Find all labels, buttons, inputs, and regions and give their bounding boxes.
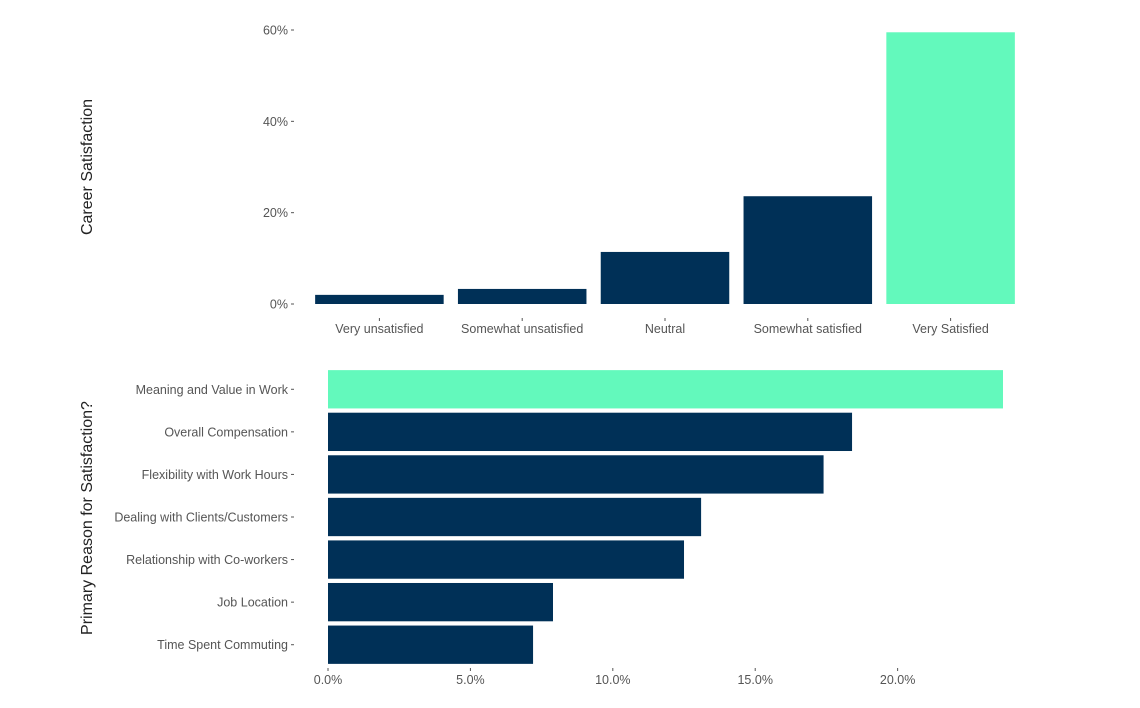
- bottom-y-tick-label: Flexibility with Work Hours: [142, 468, 288, 482]
- bottom-x-tick-label: 5.0%: [456, 673, 485, 687]
- top-y-axis-label: Career Satisfaction: [79, 99, 96, 235]
- bar-very-unsatisfied: [315, 294, 444, 304]
- bottom-x-tick-label: 0.0%: [314, 673, 343, 687]
- top-y-axis: 0% 20% 40% 60%: [263, 24, 294, 312]
- bottom-x-tick-label: 20.0%: [880, 673, 915, 687]
- bar-somewhat-unsatisfied: [457, 288, 587, 304]
- top-x-axis: Very unsatisfied Somewhat unsatisfied Neut…: [335, 318, 989, 336]
- top-y-tick-label: 20%: [263, 206, 288, 220]
- bottom-y-tick-label: Time Spent Commuting: [157, 638, 288, 652]
- bottom-y-tick-label: Job Location: [217, 596, 288, 610]
- bottom-x-axis: 0.0% 5.0% 10.0% 15.0% 20.0%: [314, 668, 915, 687]
- top-bars: [315, 32, 1015, 305]
- bar-meaning-and-value-in-work: [328, 370, 1003, 409]
- bottom-bars: [328, 370, 1003, 664]
- bottom-y-tick-label: Meaning and Value in Work: [136, 383, 289, 397]
- top-x-tick-label: Very unsatisfied: [335, 322, 423, 336]
- top-x-tick-label: Very Satisfied: [912, 322, 988, 336]
- bar-relationship-with-co-workers: [328, 540, 685, 579]
- top-x-tick-label: Neutral: [645, 322, 685, 336]
- bar-dealing-with-clients-customers: [328, 497, 702, 537]
- top-y-tick-label: 40%: [263, 115, 288, 129]
- top-y-tick-label: 60%: [263, 24, 288, 38]
- top-y-tick-label: 0%: [270, 298, 288, 312]
- career-satisfaction-panel: Career Satisfaction 0% 20% 40% 60% Very uns…: [79, 24, 1015, 336]
- bar-flexibility-with-work-hours: [328, 455, 824, 494]
- bottom-y-tick-label: Relationship with Co-workers: [126, 553, 288, 567]
- bottom-x-tick-label: 15.0%: [737, 673, 772, 687]
- bottom-y-axis: Meaning and Value in Work Overall Compens…: [114, 383, 294, 652]
- bar-somewhat-satisfied: [743, 196, 873, 304]
- bottom-y-axis-label: Primary Reason for Satisfaction?: [79, 401, 96, 635]
- top-x-tick-label: Somewhat satisfied: [754, 322, 862, 336]
- bar-overall-compensation: [328, 412, 853, 452]
- top-x-tick-label: Somewhat unsatisfied: [461, 322, 583, 336]
- bar-time-spent-commuting: [328, 625, 534, 664]
- satisfaction-reason-panel: Primary Reason for Satisfaction? Meaning…: [79, 370, 1003, 687]
- bar-neutral: [600, 251, 730, 304]
- bottom-y-tick-label: Dealing with Clients/Customers: [114, 511, 288, 525]
- bar-job-location: [328, 582, 553, 622]
- bottom-y-tick-label: Overall Compensation: [164, 425, 288, 439]
- bar-very-satisfied: [886, 32, 1015, 305]
- bottom-x-tick-label: 10.0%: [595, 673, 630, 687]
